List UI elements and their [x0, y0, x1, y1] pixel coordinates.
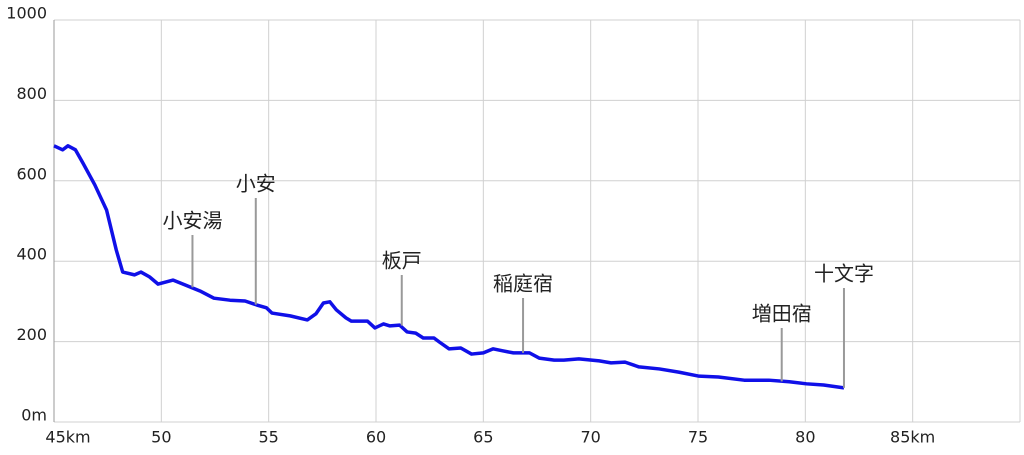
x-tick-label: 70: [580, 428, 600, 447]
annotation-label: 小安: [236, 172, 276, 196]
x-tick-label: 60: [366, 428, 386, 447]
x-tick-label: 45km: [45, 428, 90, 447]
annotation-label: 小安湯: [162, 209, 222, 233]
y-tick-label: 400: [16, 245, 47, 264]
x-tick-label: 85km: [890, 428, 935, 447]
annotation-label: 増田宿: [752, 302, 812, 326]
y-tick-label: 1000: [6, 4, 47, 23]
x-tick-label: 80: [795, 428, 815, 447]
annotation-label: 板戸: [382, 249, 422, 273]
x-tick-label: 75: [688, 428, 708, 447]
elevation-line: [53, 144, 845, 390]
x-tick-label: 55: [258, 428, 278, 447]
x-tick-label: 50: [151, 428, 171, 447]
y-tick-label: 0m: [21, 406, 47, 425]
annotation-label: 稲庭宿: [493, 272, 553, 296]
y-tick-label: 800: [16, 84, 47, 103]
y-tick-label: 200: [16, 325, 47, 344]
y-tick-label: 600: [16, 164, 47, 183]
annotation-label: 十文字: [814, 262, 874, 286]
x-tick-label: 65: [473, 428, 493, 447]
